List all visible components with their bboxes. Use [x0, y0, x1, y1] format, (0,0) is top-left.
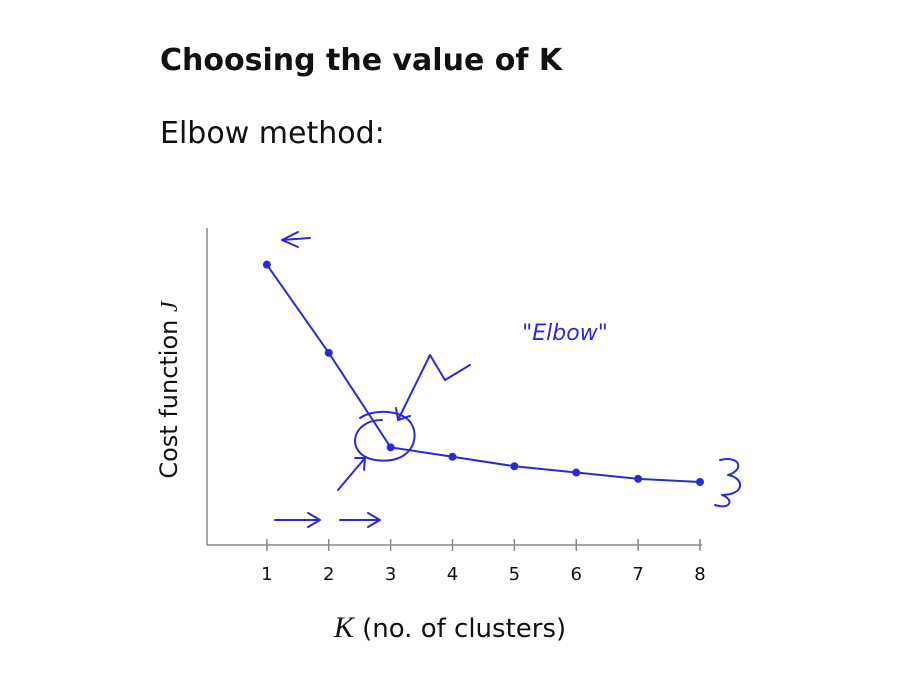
x-tick-label: 6: [571, 564, 582, 585]
x-label-text: (no. of clusters): [362, 614, 566, 644]
data-point: [634, 474, 643, 483]
x-tick-label: 1: [261, 564, 272, 585]
data-point: [510, 462, 519, 471]
squiggle-3: [714, 458, 741, 508]
x-tick-label: 4: [447, 564, 458, 585]
data-point: [324, 348, 333, 357]
x-tick-label: 5: [509, 564, 520, 585]
x-axis-label: K (no. of clusters): [333, 611, 566, 644]
elbow-annotation: "Elbow": [522, 321, 608, 346]
data-point: [262, 260, 271, 269]
elbow-circle: [354, 410, 416, 462]
cost-line: [266, 264, 701, 483]
arrow-up: [337, 457, 366, 491]
data-point: [572, 468, 581, 477]
data-point: [386, 443, 395, 452]
x-tick-label: 7: [632, 564, 643, 585]
y-axis-label: Cost function J: [155, 300, 183, 479]
y-label-text: Cost function: [155, 320, 183, 479]
data-point: [448, 452, 457, 461]
slide-subtitle: Elbow method:: [160, 116, 385, 151]
x-tick-label: 2: [323, 564, 334, 585]
hand-annotations: [274, 231, 741, 528]
squiggle-arrow: [395, 354, 471, 421]
y-label: Cost function J: [155, 300, 183, 479]
x-tick-label: 3: [385, 564, 396, 585]
x-tick-label: 8: [694, 564, 705, 585]
data-point: [696, 478, 704, 486]
x-label-var: K: [333, 611, 356, 644]
arrows-right: [274, 512, 381, 528]
y-label-var: J: [157, 300, 183, 312]
arrow-k1: [281, 231, 311, 248]
slide-title: Choosing the value of K: [160, 43, 564, 78]
